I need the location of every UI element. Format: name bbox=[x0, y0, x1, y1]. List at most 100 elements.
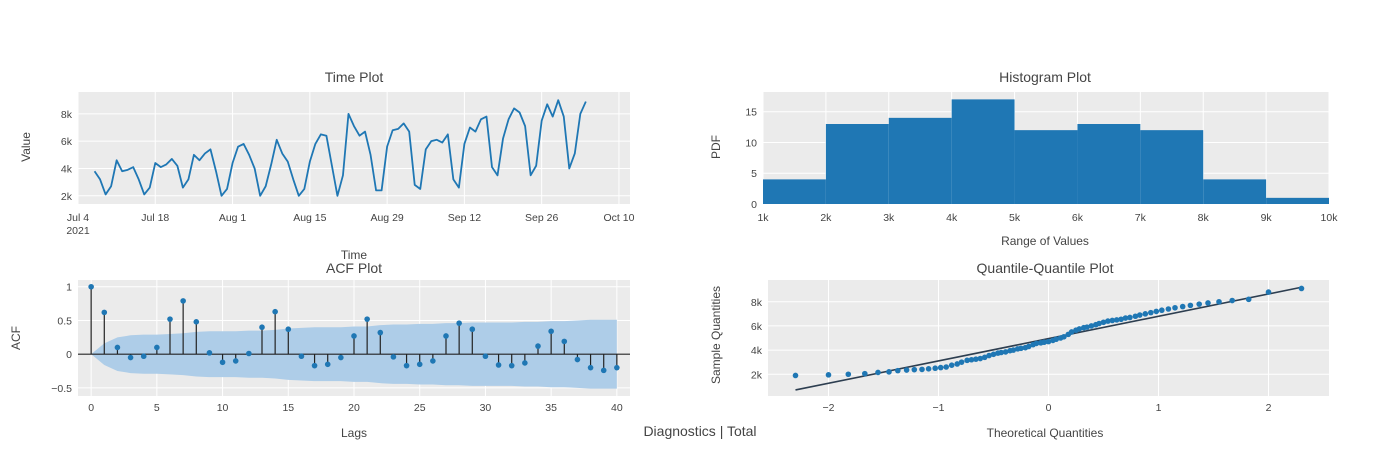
acf-point bbox=[561, 338, 568, 345]
acf-point bbox=[403, 362, 410, 369]
qq-point bbox=[1100, 319, 1107, 326]
qq-point bbox=[886, 369, 892, 375]
qq-point bbox=[1159, 307, 1165, 314]
time-plot-title: Time Plot bbox=[325, 69, 384, 85]
qq-point bbox=[990, 351, 997, 358]
qq-point bbox=[862, 370, 868, 377]
qq-point bbox=[937, 364, 944, 371]
time-x-tick-label: Sep 12 bbox=[448, 212, 481, 224]
histogram-y-tick-label: 15 bbox=[745, 107, 757, 119]
histogram-bar bbox=[951, 99, 1015, 204]
time-y-tick-label: 6k bbox=[61, 136, 73, 148]
histogram-plot: 1k 2k 3k 4k 5k 6k 7k 8k 9k 10k 0 5 10 15 bbox=[745, 92, 1338, 224]
acf-point bbox=[587, 364, 594, 371]
acf-point bbox=[180, 298, 186, 304]
histogram-bar bbox=[1266, 197, 1329, 204]
acf-point bbox=[600, 367, 607, 374]
qq-x-tick-label: −1 bbox=[933, 402, 945, 414]
qq-x-tick-label: 0 bbox=[1046, 402, 1052, 414]
acf-point bbox=[351, 333, 357, 339]
histogram-plot-title: Histogram Plot bbox=[999, 69, 1091, 85]
qq-point bbox=[968, 356, 975, 363]
qq-point bbox=[1148, 309, 1154, 316]
qq-point bbox=[903, 367, 910, 373]
acf-x-tick-label: 35 bbox=[545, 402, 557, 414]
acf-point bbox=[219, 359, 226, 366]
qq-point bbox=[1084, 324, 1090, 330]
qq-point bbox=[1033, 340, 1040, 347]
qq-point bbox=[1045, 338, 1052, 345]
time-x-tick-label: Sep 26 bbox=[525, 212, 558, 224]
qq-point bbox=[977, 355, 984, 362]
qq-point bbox=[1053, 336, 1059, 343]
qq-point bbox=[1298, 285, 1305, 292]
qq-point bbox=[1002, 349, 1009, 355]
acf-y-tick-label: 0.5 bbox=[57, 315, 72, 327]
acf-x-tick-label: 30 bbox=[480, 402, 492, 414]
qq-plot: −2 −1 0 1 2 2k 4k 6k 8k bbox=[751, 280, 1329, 414]
acf-point bbox=[127, 354, 134, 361]
qq-point bbox=[1018, 345, 1024, 352]
acf-point bbox=[390, 354, 397, 360]
acf-point bbox=[482, 353, 489, 360]
histogram-x-tick-label: 3k bbox=[883, 212, 895, 224]
acf-point bbox=[508, 362, 515, 369]
histogram-x-tick-label: 8k bbox=[1198, 212, 1210, 224]
time-x-tick-label: Aug 29 bbox=[370, 212, 403, 224]
qq-y-axis-label: Sample Quantities bbox=[709, 286, 723, 384]
qq-point bbox=[1068, 329, 1075, 335]
acf-x-tick-label: 5 bbox=[154, 402, 160, 414]
acf-point bbox=[338, 354, 344, 361]
qq-point bbox=[1010, 347, 1017, 353]
acf-point bbox=[443, 333, 449, 339]
time-x-tick-label: Aug 1 bbox=[219, 212, 247, 224]
qq-y-tick-label: 2k bbox=[751, 369, 763, 381]
qq-point bbox=[943, 364, 949, 370]
histogram-x-tick-label: 5k bbox=[1009, 212, 1021, 224]
acf-point bbox=[114, 344, 121, 351]
qq-point bbox=[1025, 343, 1032, 350]
qq-point bbox=[1153, 308, 1160, 315]
histogram-bar bbox=[888, 117, 952, 204]
qq-x-tick-label: 2 bbox=[1266, 402, 1272, 414]
qq-plot-title: Quantile-Quantile Plot bbox=[977, 260, 1114, 276]
acf-point bbox=[140, 353, 147, 360]
qq-point bbox=[1216, 298, 1222, 305]
qq-point bbox=[1109, 317, 1116, 324]
acf-point bbox=[324, 361, 331, 368]
acf-point bbox=[377, 329, 384, 336]
histogram-y-tick-label: 10 bbox=[745, 137, 757, 149]
figure-title: Diagnostics | Total bbox=[643, 423, 756, 439]
acf-y-tick-label: 1 bbox=[66, 282, 72, 294]
acf-point bbox=[206, 350, 213, 356]
acf-point bbox=[311, 362, 318, 369]
qq-point bbox=[925, 366, 932, 372]
acf-point bbox=[272, 308, 278, 315]
time-plot-area bbox=[78, 92, 630, 204]
qq-point bbox=[1122, 315, 1129, 321]
qq-point bbox=[1088, 323, 1095, 329]
qq-point bbox=[1118, 316, 1124, 323]
time-y-tick-label: 2k bbox=[61, 191, 73, 203]
qq-x-tick-label: 1 bbox=[1156, 402, 1162, 414]
histogram-x-tick-label: 4k bbox=[946, 212, 958, 224]
time-x-year-label: 2021 bbox=[66, 225, 90, 237]
qq-y-tick-label: 6k bbox=[751, 321, 763, 333]
histogram-y-tick-label: 5 bbox=[751, 168, 757, 180]
qq-point bbox=[825, 372, 832, 378]
qq-x-tick-label: −2 bbox=[823, 402, 835, 414]
qq-point bbox=[845, 371, 852, 378]
qq-point bbox=[1096, 320, 1102, 327]
acf-point bbox=[574, 356, 581, 363]
acf-point bbox=[154, 344, 160, 351]
histogram-bar bbox=[1014, 130, 1078, 204]
qq-y-tick-label: 4k bbox=[751, 345, 763, 357]
qq-point bbox=[1105, 318, 1111, 324]
acf-point bbox=[614, 364, 620, 371]
acf-x-axis-label: Lags bbox=[341, 426, 367, 440]
qq-point bbox=[973, 356, 979, 362]
acf-point bbox=[495, 362, 502, 368]
acf-y-axis-label: ACF bbox=[9, 326, 23, 350]
time-x-tick-label: Jul 18 bbox=[141, 212, 169, 224]
qq-point bbox=[1137, 312, 1143, 318]
